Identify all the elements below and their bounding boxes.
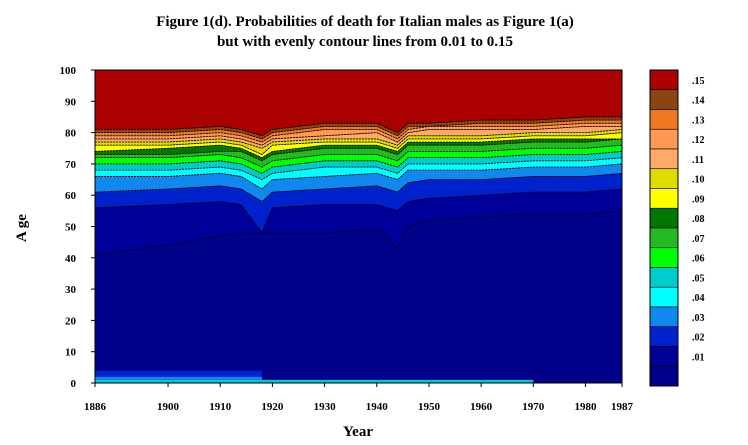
x-axis: 1886 1900 1910 1920 1930 1940 1950 1960 1970 1980… [84, 383, 634, 413]
y-tick-label: 30 [65, 284, 77, 296]
legend-swatch [649, 306, 679, 328]
legend-label: .11 [692, 155, 704, 166]
legend-swatch [649, 326, 679, 347]
y-tick-label: 40 [65, 253, 77, 265]
y-tick-label: 70 [65, 159, 77, 171]
contour-band-03 [95, 163, 622, 202]
legend-label: .05 [692, 273, 705, 284]
legend-swatch [649, 346, 679, 367]
legend-frame [649, 69, 679, 387]
y-axis-label: A ge [14, 214, 30, 242]
young-age-band [95, 370, 262, 377]
legend-label: .09 [692, 194, 705, 205]
legend-swatch [649, 148, 679, 170]
legend-label: .15 [692, 76, 705, 87]
y-axis: 0 10 20 30 40 50 60 70 80 90 100 [60, 65, 95, 390]
young-age-band [95, 376, 262, 380]
legend-swatch [649, 365, 679, 387]
x-tick-label: 1987 [611, 401, 634, 413]
y-tick-label: 20 [65, 315, 77, 327]
x-tick-label: 1900 [157, 401, 180, 413]
young-age-bands [95, 370, 534, 383]
young-age-band [261, 379, 534, 383]
y-tick-label: 60 [65, 190, 77, 202]
legend-swatch [649, 267, 679, 288]
legend-swatch [649, 69, 679, 91]
x-tick-label: 1970 [522, 401, 545, 413]
contour-bands [95, 70, 622, 256]
legend: .15 .14 .13 .12 .11 .10 .09 .08 .07 .06 .05 .04 .03.… [649, 69, 705, 387]
y-tick-label: 10 [65, 347, 77, 359]
x-axis-label: Year [343, 424, 373, 440]
legend-label: .06 [692, 254, 705, 265]
x-tick-label: 1886 [84, 401, 107, 413]
legend-label: .02 [692, 333, 705, 344]
legend-label: .01 [692, 352, 705, 363]
legend-swatch [649, 128, 679, 150]
y-tick-label: 100 [60, 65, 77, 77]
legend-swatch [649, 188, 679, 209]
young-age-band [95, 379, 262, 383]
y-tick-label: 90 [65, 96, 77, 108]
y-tick-label: 50 [65, 222, 77, 234]
legend-swatch [649, 89, 679, 110]
chart-title-line2: but with evenly contour lines from 0.01 … [217, 34, 513, 50]
y-tick-label: 80 [65, 128, 77, 140]
legend-swatch [649, 168, 679, 189]
legend-label: .03 [692, 313, 705, 324]
legend-swatch [649, 207, 679, 229]
legend-swatch [649, 247, 679, 268]
plot-area [95, 70, 622, 383]
legend-swatch [649, 227, 679, 249]
legend-label: .08 [692, 214, 705, 225]
legend-label: .10 [692, 175, 705, 186]
legend-swatch [649, 286, 679, 308]
x-tick-label: 1910 [209, 401, 232, 413]
x-tick-label: 1950 [418, 401, 441, 413]
legend-label: .13 [692, 115, 705, 126]
x-tick-label: 1940 [366, 401, 389, 413]
x-tick-label: 1980 [574, 401, 597, 413]
legend-label: .04 [692, 293, 705, 304]
x-tick-label: 1920 [261, 401, 284, 413]
legend-label: .12 [692, 135, 705, 146]
legend-label: .07 [692, 234, 705, 245]
legend-swatch [649, 109, 679, 130]
x-tick-label: 1930 [314, 401, 337, 413]
chart-title-line1: Figure 1(d). Probabilities of death for … [156, 14, 574, 30]
contour-band-11 [95, 125, 622, 149]
x-tick-label: 1960 [470, 401, 493, 413]
contour-band-15 [95, 70, 622, 137]
y-tick-label: 0 [71, 378, 77, 390]
legend-label: .14 [692, 96, 705, 107]
contour-band-02 [95, 172, 622, 234]
